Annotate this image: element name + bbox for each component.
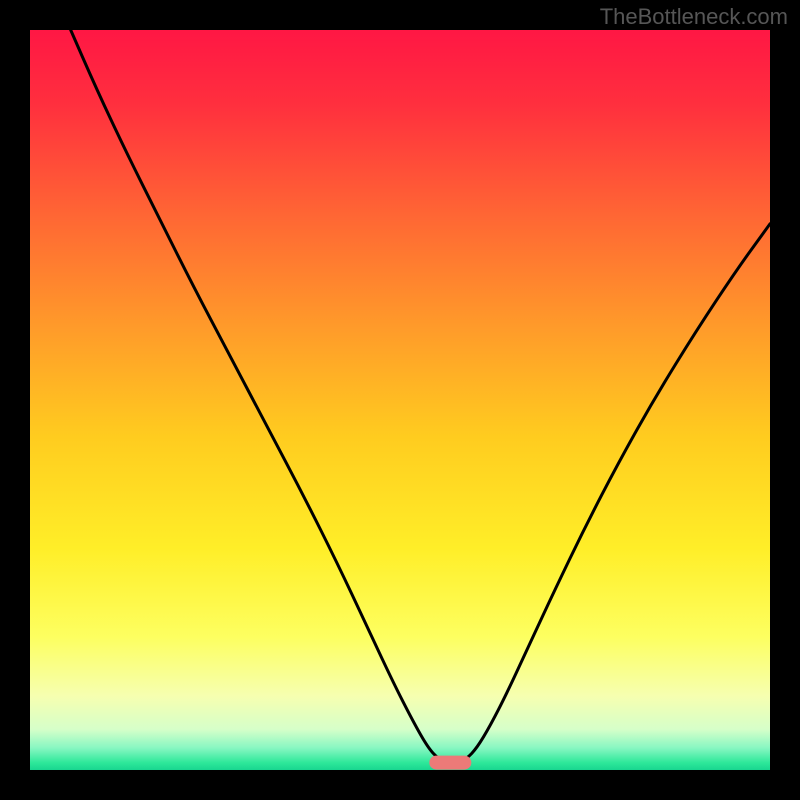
gradient-background [30, 30, 770, 770]
chart-container: TheBottleneck.com [0, 0, 800, 800]
plot-area [30, 30, 770, 770]
minimum-marker [429, 756, 471, 770]
watermark-text: TheBottleneck.com [600, 4, 788, 30]
gradient-chart-svg [30, 30, 770, 770]
